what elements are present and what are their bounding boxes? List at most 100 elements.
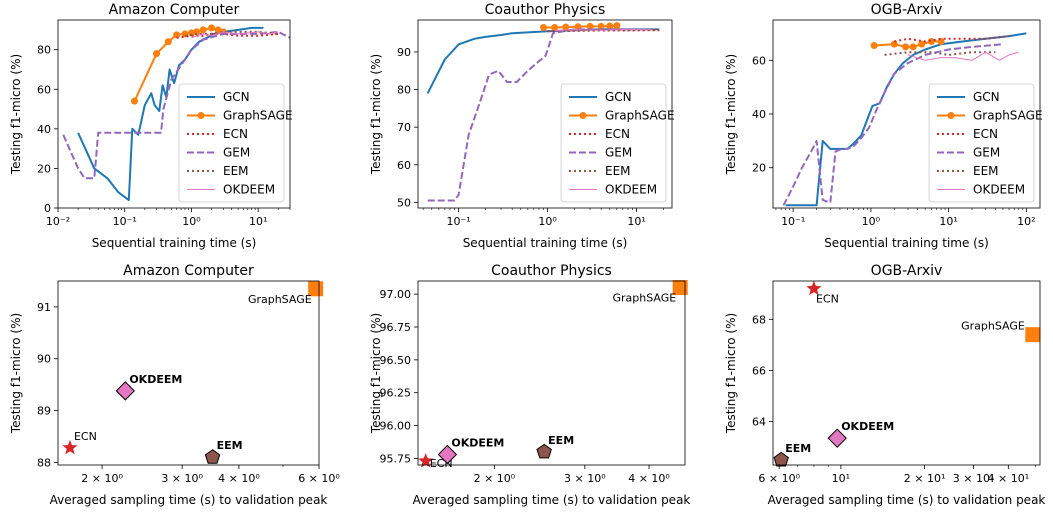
chart-title: Amazon Computer <box>123 263 254 279</box>
data-point <box>130 97 138 105</box>
series-line-eem <box>184 30 279 37</box>
data-point <box>902 43 910 51</box>
chart-title: OGB-Arxiv <box>871 263 943 279</box>
data-point <box>870 42 878 50</box>
legend-label: GCN <box>605 90 632 104</box>
chart-panel-3: OGB-Arxiv Sequential training time (s) Tes… <box>724 2 1043 250</box>
chart-panel-2: Coauthor Physics Sequential training time… <box>369 2 675 250</box>
axes-frame <box>57 280 320 466</box>
legend-label: ECN <box>223 127 248 141</box>
point-ecn <box>62 439 78 455</box>
point-label: ECN <box>74 430 97 443</box>
x-axis-label: Sequential training time (s) <box>463 236 628 250</box>
legend-label: GCN <box>223 90 250 104</box>
x-tick-label: 4 × 10⁰ <box>218 472 260 485</box>
point-ecn <box>806 280 822 296</box>
y-tick-label: 80 <box>397 84 411 97</box>
data-point <box>597 22 605 30</box>
y-tick-label: 70 <box>397 121 411 134</box>
point-label: ECN <box>816 293 839 306</box>
point-label: GraphSAGE <box>961 320 1025 333</box>
axes-frame <box>417 280 686 466</box>
y-tick-label: 60 <box>752 54 766 67</box>
point-label: GraphSAGE <box>248 293 312 306</box>
x-tick-label: 2 × 10⁰ <box>474 472 516 485</box>
legend-marker <box>579 112 587 119</box>
x-tick-label: 4 × 10⁰ <box>628 472 670 485</box>
series-line-eem <box>884 51 996 56</box>
x-tick-label: 10¹ <box>939 215 957 228</box>
legend-marker <box>197 112 205 119</box>
legend-label: GEM <box>605 146 632 160</box>
y-tick-label: 91 <box>37 301 51 314</box>
point-okdeem <box>827 428 847 448</box>
chart-panel-6: OGB-Arxiv Averaged sampling time (s) to v… <box>724 263 1045 507</box>
chart-title: OGB-Arxiv <box>871 2 943 18</box>
x-tick-label: 2 × 10⁰ <box>81 472 123 485</box>
y-tick-label: 80 <box>37 44 51 57</box>
y-axis-label: Testing f1-micro (%) <box>9 313 23 434</box>
chart-panel-5: Coauthor Physics Averaged sampling time (… <box>369 263 690 507</box>
point-graphsage <box>1025 327 1041 343</box>
legend-label: GraphSAGE <box>223 109 293 123</box>
y-tick-label: 40 <box>37 123 51 136</box>
point-eem <box>536 443 552 459</box>
legend-label: ECN <box>973 127 998 141</box>
x-tick-label: 10⁻¹ <box>446 215 470 228</box>
chart-title: Coauthor Physics <box>485 2 606 18</box>
y-axis-label: Testing f1-micro (%) <box>369 313 383 434</box>
x-tick-label: 10¹ <box>627 215 645 228</box>
chart-panel-1: Amazon Computer Sequential training time … <box>9 2 293 250</box>
y-tick-label: 60 <box>397 159 411 172</box>
point-okdeem <box>115 381 136 401</box>
point-graphsage <box>308 281 324 297</box>
y-tick-label: 88 <box>37 456 51 469</box>
legend-marker <box>947 112 955 119</box>
legend-box <box>178 83 285 203</box>
legend: GCN GraphSAGE ECN GEM EEM OKDEEM <box>178 83 293 203</box>
legend-label: EEM <box>605 164 631 178</box>
point-label: OKDEEM <box>129 373 182 386</box>
y-axis-label: Testing f1-micro (%) <box>369 54 383 175</box>
legend-box <box>560 83 667 203</box>
legend-label: ECN <box>605 127 630 141</box>
x-tick-label: 10⁻¹ <box>113 215 137 228</box>
data-point <box>540 24 548 32</box>
legend-label: GraphSAGE <box>605 109 675 123</box>
y-axis-label: Testing f1-micro (%) <box>724 313 738 434</box>
data-point <box>208 24 216 32</box>
point-graphsage <box>672 280 688 296</box>
x-tick-label: 10¹ <box>249 215 267 228</box>
x-axis-label: Averaged sampling time (s) to validation… <box>50 493 328 507</box>
legend-label: OKDEEM <box>223 183 275 197</box>
point-label: EEM <box>217 439 243 452</box>
legend-box <box>928 83 1035 203</box>
axes-frame <box>57 19 291 209</box>
x-tick-label: 10⁰ <box>182 215 201 228</box>
series-line-okdeem <box>554 28 653 31</box>
y-tick-label: 96.25 <box>380 387 412 400</box>
x-tick-label: 10⁻² <box>46 215 70 228</box>
x-tick-label: 4 × 10¹ <box>988 472 1030 485</box>
legend-label: OKDEEM <box>973 183 1025 197</box>
y-tick-label: 40 <box>752 108 766 121</box>
legend-label: EEM <box>973 164 999 178</box>
point-okdeem <box>437 444 458 465</box>
x-tick-label: 2 × 10¹ <box>904 472 946 485</box>
y-tick-label: 96.75 <box>380 321 412 334</box>
point-label: GraphSAGE <box>612 292 676 305</box>
x-tick-label: 10⁰ <box>862 215 881 228</box>
chart-title: Amazon Computer <box>109 2 240 18</box>
y-tick-label: 66 <box>752 364 766 377</box>
y-tick-label: 89 <box>37 405 51 418</box>
y-axis-label: Testing f1-micro (%) <box>9 54 23 175</box>
x-tick-label: 6 × 10⁰ <box>298 472 340 485</box>
y-tick-label: 90 <box>37 353 51 366</box>
y-tick-label: 20 <box>752 162 766 175</box>
x-axis-label: Sequential training time (s) <box>824 236 989 250</box>
y-axis-label: Testing f1-micro (%) <box>724 54 738 175</box>
x-tick-label: 3 × 10¹ <box>953 472 995 485</box>
data-point <box>551 24 559 32</box>
x-tick-label: 10⁰ <box>538 215 557 228</box>
